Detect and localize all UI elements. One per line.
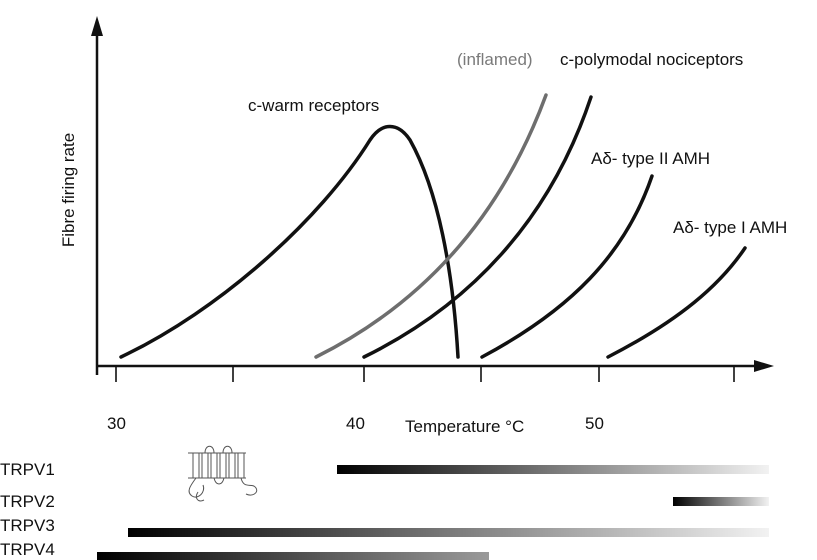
trpv4-label: TRPV4 — [0, 540, 55, 559]
trpv1-label: TRPV1 — [0, 460, 55, 479]
polymodal-curve — [362, 95, 593, 359]
y-axis-arrow — [91, 16, 103, 36]
ion-channel-icon — [188, 445, 258, 502]
x-axis-label: Temperature °C — [405, 417, 524, 436]
type1-amh-curve — [606, 246, 747, 359]
x-axis-arrow — [754, 360, 774, 372]
tick-label-30: 30 — [107, 414, 126, 433]
trpv3-label: TRPV3 — [0, 516, 55, 535]
trpv4-range-bar — [97, 552, 489, 560]
warm-receptor-label: c-warm receptors — [248, 96, 379, 115]
y-axis-label: Fibre firing rate — [59, 133, 78, 247]
x-axis-ticks — [115, 366, 735, 382]
type1-amh-label: Aδ- type I AMH — [673, 218, 787, 237]
inflamed-label: (inflamed) — [457, 50, 533, 69]
trpv1-range-bar — [337, 465, 769, 474]
type2-amh-curve — [480, 174, 654, 359]
warm-receptor-curve — [119, 124, 460, 359]
tick-label-40: 40 — [346, 414, 365, 433]
trpv2-label: TRPV2 — [0, 492, 55, 511]
inflamed-polymodal-curve — [314, 93, 548, 359]
tick-label-50: 50 — [585, 414, 604, 433]
trpv3-range-bar — [128, 528, 769, 537]
trpv2-range-bar — [673, 497, 769, 506]
polymodal-label: c-polymodal nociceptors — [560, 50, 743, 69]
type2-amh-label: Aδ- type II AMH — [591, 149, 710, 168]
